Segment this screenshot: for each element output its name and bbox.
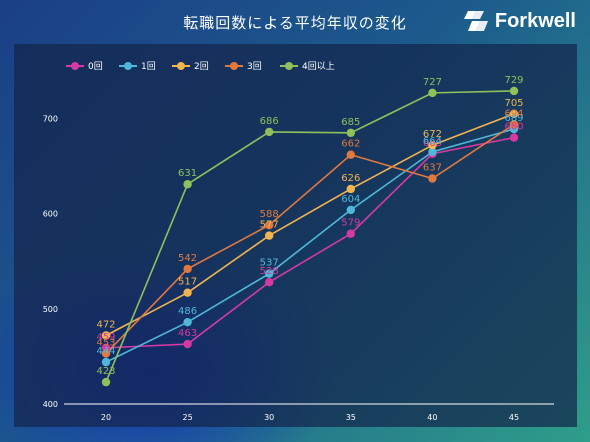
data-label: 577 <box>260 220 279 231</box>
data-label: 626 <box>341 173 360 184</box>
data-label: 528 <box>260 266 279 277</box>
legend-swatch-dot <box>71 62 79 70</box>
data-label: 463 <box>178 328 197 339</box>
legend-label: 1回 <box>141 61 156 72</box>
legend-label: 0回 <box>88 61 103 72</box>
data-point <box>346 128 355 138</box>
y-tick-label: 700 <box>43 115 58 124</box>
legend-label: 2回 <box>194 61 209 72</box>
data-point <box>509 120 519 129</box>
data-point <box>101 331 111 340</box>
series-line <box>105 113 515 337</box>
data-point <box>101 377 111 387</box>
data-point <box>509 133 519 142</box>
legend-swatch-dot <box>285 62 293 70</box>
y-tick-label: 600 <box>43 210 58 219</box>
x-tick-label: 45 <box>509 413 519 422</box>
data-point <box>183 180 192 189</box>
data-point <box>428 141 437 150</box>
series-line <box>105 136 515 349</box>
data-label: 517 <box>178 277 197 288</box>
data-point <box>183 339 192 349</box>
data-label: 631 <box>178 168 197 179</box>
series-line <box>105 90 515 383</box>
brand-name: Forkwell <box>494 9 576 32</box>
data-point <box>346 150 355 159</box>
data-label: 459 <box>96 332 115 343</box>
series-line <box>105 128 515 363</box>
data-label: 680 <box>504 122 523 133</box>
data-point <box>509 109 519 119</box>
data-point <box>265 231 274 240</box>
x-tick-label: 25 <box>183 413 193 422</box>
data-label: 694 <box>504 108 523 119</box>
data-point <box>346 229 355 238</box>
data-point <box>265 269 274 278</box>
forkwell-logo-icon <box>463 11 488 31</box>
series-line <box>105 123 515 355</box>
data-label: 705 <box>504 98 523 109</box>
data-point <box>265 127 274 137</box>
data-label: 588 <box>260 209 279 220</box>
data-label: 486 <box>178 306 197 317</box>
data-point <box>183 317 192 327</box>
x-tick-label: 30 <box>264 413 274 422</box>
data-label: 727 <box>423 77 442 88</box>
legend-label: 3回 <box>247 61 262 72</box>
data-point <box>101 357 111 367</box>
data-label: 686 <box>260 116 279 127</box>
data-label: 689 <box>504 113 523 124</box>
chart-panel: 400 500 600 700 20 25 30 35 40 45 0回 1回 2回 3回 4回以上 459 4… <box>14 44 577 427</box>
page-title: 転職回数による平均年収の変化 <box>183 14 407 32</box>
data-label: 663 <box>423 138 442 149</box>
legend-label: 4回以上 <box>302 61 335 72</box>
data-point <box>428 88 437 98</box>
data-label: 453 <box>96 338 115 349</box>
data-label: 637 <box>423 163 442 174</box>
data-point <box>509 86 519 96</box>
data-point <box>428 147 437 157</box>
data-point <box>265 220 274 230</box>
x-tick-label: 35 <box>346 413 356 422</box>
data-point <box>265 278 274 287</box>
data-label: 472 <box>96 319 115 330</box>
data-label: 672 <box>423 129 442 140</box>
data-label: 444 <box>96 346 115 357</box>
data-label: 537 <box>260 258 279 269</box>
data-point <box>183 264 192 274</box>
legend-swatch-dot <box>230 62 238 70</box>
y-tick-label: 400 <box>43 400 58 409</box>
x-tick-label: 40 <box>427 413 437 422</box>
legend-swatch-dot <box>177 62 185 70</box>
data-point <box>346 205 355 215</box>
data-point <box>183 288 192 297</box>
data-label: 685 <box>341 117 360 128</box>
data-point <box>428 174 437 183</box>
data-label: 664 <box>423 136 442 147</box>
data-label: 579 <box>341 218 360 229</box>
data-label: 423 <box>96 366 115 377</box>
data-point <box>346 184 355 194</box>
brand-logo: Forkwell <box>463 9 576 33</box>
data-label: 542 <box>178 253 197 264</box>
data-label: 662 <box>341 139 360 150</box>
legend-swatch-dot <box>124 62 132 70</box>
data-label: 604 <box>341 194 360 205</box>
data-point <box>101 349 111 358</box>
x-tick-label: 20 <box>101 413 111 422</box>
y-tick-label: 500 <box>43 305 58 314</box>
data-label: 729 <box>504 75 523 86</box>
